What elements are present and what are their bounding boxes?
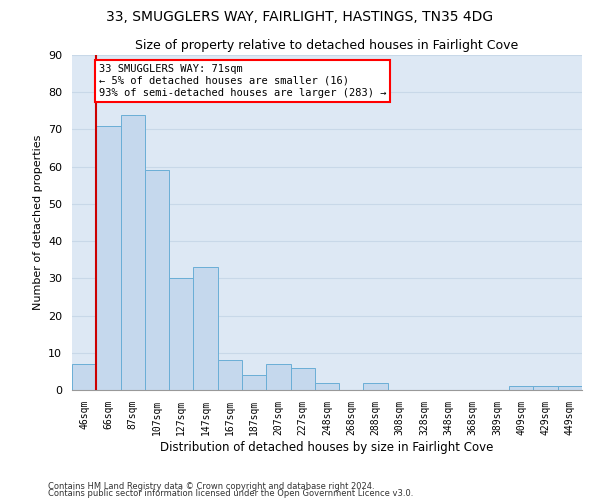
Bar — [193, 267, 218, 390]
Bar — [72, 364, 96, 390]
Bar — [266, 364, 290, 390]
Bar — [290, 368, 315, 390]
Bar — [121, 114, 145, 390]
Bar — [218, 360, 242, 390]
Bar — [169, 278, 193, 390]
Y-axis label: Number of detached properties: Number of detached properties — [32, 135, 43, 310]
Bar — [509, 386, 533, 390]
Text: Contains public sector information licensed under the Open Government Licence v3: Contains public sector information licen… — [48, 489, 413, 498]
Text: Contains HM Land Registry data © Crown copyright and database right 2024.: Contains HM Land Registry data © Crown c… — [48, 482, 374, 491]
Text: 33, SMUGGLERS WAY, FAIRLIGHT, HASTINGS, TN35 4DG: 33, SMUGGLERS WAY, FAIRLIGHT, HASTINGS, … — [106, 10, 494, 24]
Bar — [364, 382, 388, 390]
Bar — [558, 386, 582, 390]
Bar — [242, 375, 266, 390]
Text: 33 SMUGGLERS WAY: 71sqm
← 5% of detached houses are smaller (16)
93% of semi-det: 33 SMUGGLERS WAY: 71sqm ← 5% of detached… — [99, 64, 386, 98]
X-axis label: Distribution of detached houses by size in Fairlight Cove: Distribution of detached houses by size … — [160, 440, 494, 454]
Title: Size of property relative to detached houses in Fairlight Cove: Size of property relative to detached ho… — [136, 40, 518, 52]
Bar — [145, 170, 169, 390]
Bar — [533, 386, 558, 390]
Bar — [315, 382, 339, 390]
Bar — [96, 126, 121, 390]
